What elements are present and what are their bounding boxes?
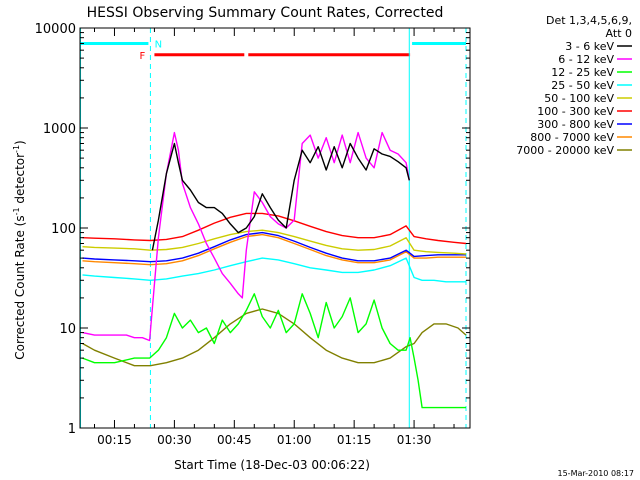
x-tick-label-2: 00:45 bbox=[217, 433, 252, 447]
y-tick-label-1: 10 bbox=[59, 322, 76, 337]
y-axis-label-sup-1: -1 bbox=[12, 207, 21, 215]
y-tick-label-2: 100 bbox=[51, 222, 76, 237]
series-line-2 bbox=[82, 293, 466, 409]
x-tick-label-0: 00:15 bbox=[97, 433, 132, 447]
y-axis-label-mid: detector bbox=[13, 153, 27, 208]
series-line-3 bbox=[82, 257, 466, 283]
y-tick-label-0: 1 bbox=[68, 422, 76, 437]
legend-header-line-2: Att 0 bbox=[606, 27, 632, 40]
series-line-6 bbox=[82, 231, 466, 263]
legend-label-2: 12 - 25 keV bbox=[551, 66, 614, 79]
y-axis-label-sup-2: -1 bbox=[12, 145, 21, 153]
series-line-5 bbox=[82, 212, 467, 245]
legend-label-5: 100 - 300 keV bbox=[537, 105, 614, 118]
legend-header-line-1: Det 1,3,4,5,6,9, bbox=[546, 14, 632, 27]
chart-title: HESSI Observing Summary Count Rates, Cor… bbox=[87, 5, 444, 21]
legend-label-6: 300 - 800 keV bbox=[537, 118, 614, 131]
legend-label-1: 6 - 12 keV bbox=[558, 53, 614, 66]
night-marker-label: N bbox=[155, 39, 162, 50]
x-tick-label-3: 01:00 bbox=[277, 433, 312, 447]
legend-label-3: 25 - 50 keV bbox=[551, 79, 614, 92]
y-axis-label-main: Corrected Count Rate (s bbox=[13, 215, 27, 359]
y-axis-label: Corrected Count Rate (s-1 detector-1) bbox=[12, 140, 27, 359]
plot-frame bbox=[79, 27, 471, 429]
x-tick-label-5: 01:30 bbox=[397, 433, 432, 447]
series-line-0 bbox=[151, 142, 410, 251]
legend-label-4: 50 - 100 keV bbox=[544, 92, 614, 105]
y-axis-label-end: ) bbox=[13, 140, 27, 145]
legend-label-0: 3 - 6 keV bbox=[565, 40, 614, 53]
x-tick-label-4: 01:15 bbox=[337, 433, 372, 447]
y-tick-label-4: 10000 bbox=[35, 22, 76, 37]
flare-marker-label: F bbox=[140, 51, 146, 62]
series-line-1 bbox=[82, 131, 410, 342]
legend-label-8: 7000 - 20000 keV bbox=[516, 144, 614, 157]
plot-area: FN 1 10 100 1000 10000 00:15 00:30 00:45 01:00 01:… bbox=[35, 22, 471, 447]
y-tick-label-3: 1000 bbox=[43, 122, 76, 137]
series-line-4 bbox=[82, 229, 467, 255]
series-line-7 bbox=[82, 233, 466, 266]
x-tick-label-1: 00:30 bbox=[157, 433, 192, 447]
x-axis-label: Start Time (18-Dec-03 00:06:22) bbox=[174, 458, 370, 472]
timestamp: 15-Mar-2010 08:17 bbox=[558, 469, 635, 478]
legend-label-7: 800 - 7000 keV bbox=[530, 131, 614, 144]
